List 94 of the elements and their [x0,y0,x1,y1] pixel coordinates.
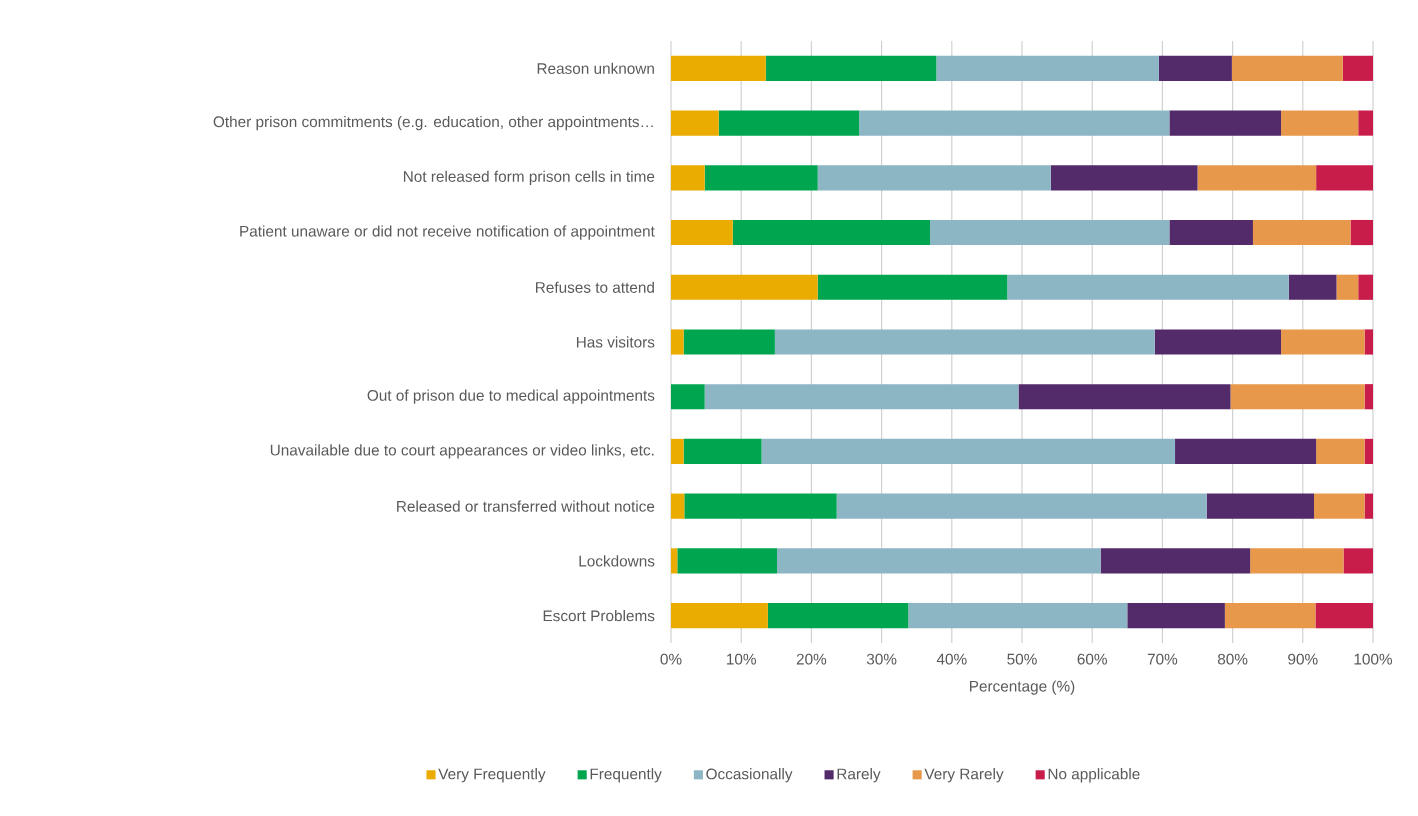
bar [1175,438,1317,465]
legend-label: Very Frequently [438,768,546,783]
y-tick-label: Other prison commitments (e.g. education, other appointments… [213,115,653,131]
bar [774,329,1155,355]
bar [684,493,837,519]
x-tick-label: 10% [727,653,756,665]
bar [718,110,860,136]
bar [671,603,768,629]
bar [704,165,818,191]
bar [1336,274,1359,300]
y-tick-label: Unavailable due to court appearances or video links, etc. [270,444,654,459]
x-tick-label: 90% [1288,653,1318,665]
bar [936,55,1159,81]
bar [671,493,685,519]
x-axis-title: Percentage (%) [969,680,1075,695]
bar [1230,384,1365,410]
bar [683,329,775,355]
bar [732,219,931,246]
y-tick-label: Not released form prison cells in time [403,170,655,185]
bar [1007,274,1289,300]
y-tick-label: Lockdowns [579,555,655,567]
y-tick-label: Patient unaware or did not receive notification of appointment [240,225,655,240]
bar [817,165,1051,191]
bar [1018,384,1231,410]
y-tick-label: Escort Problems [543,610,655,622]
x-tick-label: 70% [1147,653,1178,665]
x-tick-label: 0% [660,653,682,665]
bar [1250,548,1344,574]
bar [704,384,1019,410]
bar [677,548,777,574]
bar [1314,493,1365,519]
bar [1169,219,1253,246]
bar [1050,165,1198,191]
bar [1315,603,1373,629]
bar [671,165,705,191]
legend-label: Very Rarely [924,768,1004,783]
bar [767,603,909,629]
bar [1364,384,1373,410]
legend-label: Occasionally [706,768,793,783]
bar [671,329,684,355]
bar [1316,438,1365,465]
bar [1169,110,1282,136]
bar [671,548,678,574]
bar [1316,165,1373,191]
x-tick-label: 60% [1077,653,1107,665]
legend-label: Frequently [590,768,662,783]
bar [671,384,705,410]
bar [1281,329,1365,355]
bar [1127,603,1225,629]
bar [1224,603,1316,629]
y-tick-label: Released or transferred without notice [397,500,655,512]
bar [1342,55,1373,81]
bar [1154,329,1282,355]
bar [1252,219,1351,246]
y-tick-label: Out of prison due to medical appointments [367,389,655,404]
bar [761,438,1176,465]
bar [836,493,1207,519]
bar [671,219,733,246]
bar [1206,493,1315,519]
bar [777,548,1101,574]
bar [817,274,1008,300]
bar [1100,548,1251,574]
x-tick-label: 30% [866,653,897,665]
x-tick-label: 50% [1007,653,1037,665]
bar [1158,55,1232,81]
x-tick-label: 100% [1354,653,1393,665]
bar [1364,493,1373,519]
bar [1358,110,1373,136]
bar [1358,274,1373,300]
bar [1197,165,1317,191]
bar [683,438,762,465]
bar [671,110,719,136]
bar [930,219,1170,246]
bar [908,603,1128,629]
bar [671,55,766,81]
bar [1364,329,1373,355]
bar [1288,274,1337,300]
x-tick-label: 40% [936,653,967,665]
bar [1350,219,1373,246]
bar [1364,438,1373,465]
bar [1343,548,1373,574]
legend-label: No applicable [1048,768,1140,783]
bar [671,274,818,300]
bar [1281,110,1359,136]
legend-label: Rarely [837,768,881,783]
x-tick-label: 20% [796,653,827,665]
bar [671,438,684,465]
y-tick-label: Refuses to attend [536,281,654,293]
y-tick-label: Has visitors [576,336,655,348]
y-tick-label: Reason unknown [537,62,654,74]
x-tick-label: 80% [1217,653,1248,665]
bar [1231,55,1343,81]
bar [859,110,1170,136]
bar [765,55,937,81]
